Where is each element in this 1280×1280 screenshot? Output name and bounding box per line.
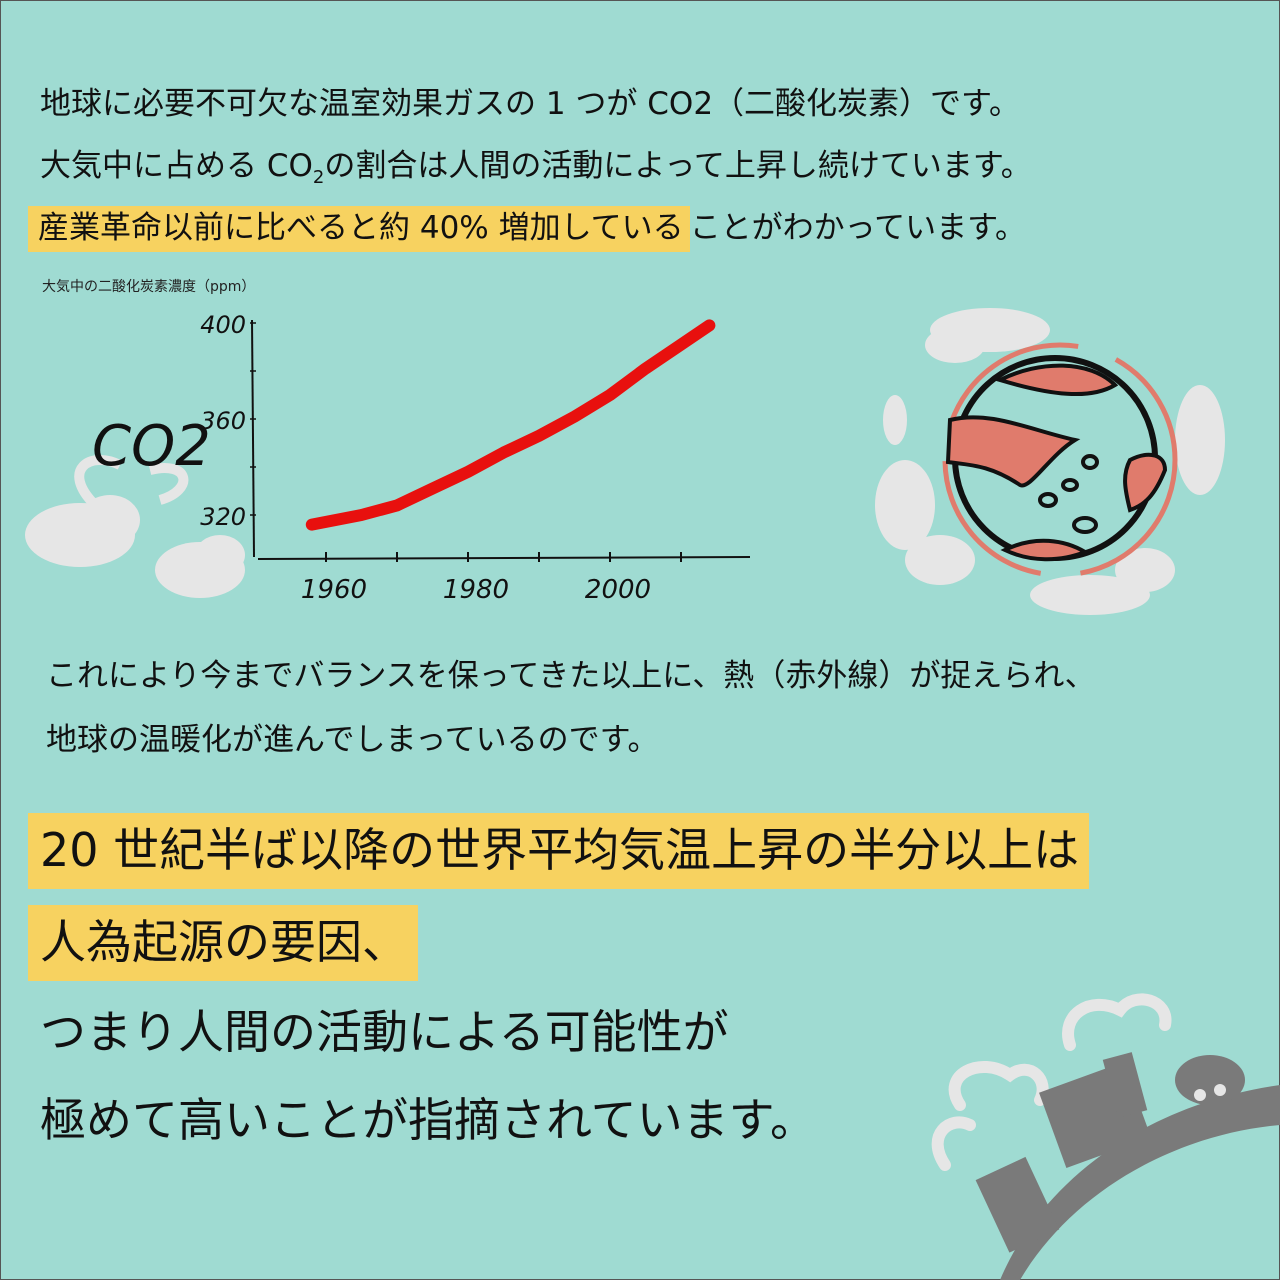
co2-label: CO2	[92, 414, 211, 479]
co2-data-point	[609, 394, 611, 396]
y-tick-label: 320	[200, 503, 246, 531]
conclusion-line-1: 20 世紀半ば以降の世界平均気温上昇の半分以上は	[28, 813, 1090, 889]
intro-line-2a: 大気中に占める CO	[40, 148, 313, 184]
co2-data-point	[503, 452, 504, 454]
x-tick-label: 1980	[443, 575, 509, 605]
chart-y-title: 大気中の二酸化炭素濃度（ppm）	[42, 279, 256, 295]
intro-line-2b: の割合は人間の活動によって上昇し続けています。	[324, 148, 1032, 184]
co2-series-line	[305, 319, 716, 531]
co2-data-point	[311, 524, 313, 526]
co2-data-point	[432, 488, 433, 490]
co2-data-point	[467, 471, 469, 473]
conclusion-highlight-1: 20 世紀半ば以降の世界平均気温上昇の半分以上は	[28, 813, 1090, 889]
x-axis	[257, 556, 751, 560]
co2-chart: CO2 1960 1980 2000 320 360 400	[25, 311, 751, 605]
intro-line-1: 地球に必要不可欠な温室効果ガスの 1 つが CO2（二酸化炭素）です。	[40, 86, 1020, 122]
conclusion-line-4: 極めて高いことが指摘されています。	[40, 1093, 817, 1147]
y-tick-label: 400	[200, 311, 246, 339]
earth-illustration	[875, 308, 1225, 615]
clouds-left	[25, 455, 245, 598]
conclusion-line-2: 人為起源の要因、	[28, 905, 418, 981]
intro-line-2: 大気中に占める CO2の割合は人間の活動によって上昇し続けています。	[40, 140, 1032, 188]
y-axis	[251, 319, 255, 558]
y-tick-label: 360	[200, 407, 246, 435]
x-tick-label: 1960	[301, 575, 367, 605]
intro-line-3: 産業革命以前に比べると約 40% 増加している ことがわかっています。	[28, 202, 1027, 252]
highlight-40-percent: 産業革命以前に比べると約 40% 増加している	[28, 206, 690, 252]
co2-data-point	[574, 416, 575, 418]
middle-line-1: これにより今までバランスを保ってきた以上に、熱（赤外線）が捉えられ、	[46, 658, 1096, 694]
conclusion-highlight-2: 人為起源の要因、	[28, 905, 418, 981]
intro-line-3-rest: ことがわかっています。	[689, 210, 1027, 246]
x-tick-label: 2000	[585, 575, 651, 605]
co2-data-point	[708, 324, 710, 326]
co2-data-point	[361, 514, 362, 516]
co2-data-point	[680, 344, 682, 346]
co2-data-point	[645, 368, 646, 370]
subscript-2: 2	[312, 167, 325, 189]
co2-data-point	[396, 504, 398, 506]
conclusion-line-3: つまり人間の活動による可能性が	[40, 1005, 729, 1059]
factory-illustration	[931, 993, 1280, 1280]
co2-data-point	[538, 435, 540, 437]
middle-line-2: 地球の温暖化が進んでしまっているのです。	[46, 722, 659, 758]
